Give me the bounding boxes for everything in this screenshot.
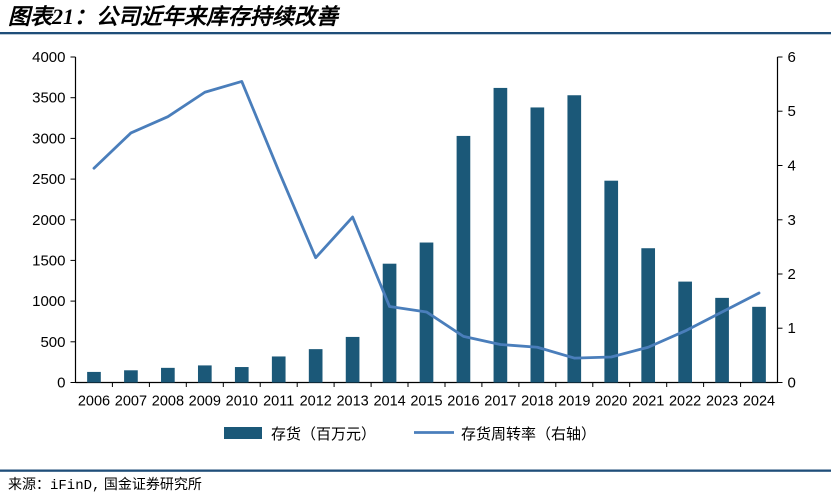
svg-text:2006: 2006 [78,394,110,410]
svg-text:存货（百万元）: 存货（百万元） [271,426,376,443]
svg-text:1000: 1000 [32,293,65,310]
svg-text:3: 3 [788,212,796,229]
svg-text:2016: 2016 [447,394,479,410]
svg-text:来源：iFinD, 国金证券研究所: 来源：iFinD, 国金证券研究所 [8,477,202,494]
svg-text:2017: 2017 [484,394,516,410]
svg-text:2009: 2009 [189,394,221,410]
svg-text:4: 4 [788,158,796,175]
svg-text:1: 1 [788,320,796,337]
svg-text:2000: 2000 [32,212,65,229]
svg-text:3000: 3000 [32,130,65,147]
svg-text:3500: 3500 [32,90,65,107]
svg-text:2013: 2013 [336,394,368,410]
svg-text:2011: 2011 [263,394,294,410]
svg-text:2019: 2019 [558,394,590,410]
svg-text:4000: 4000 [32,49,65,66]
svg-text:2008: 2008 [152,394,184,410]
svg-text:500: 500 [40,334,65,351]
svg-text:2015: 2015 [410,394,442,410]
svg-text:2018: 2018 [521,394,553,410]
svg-text:2014: 2014 [373,394,405,410]
svg-text:2021: 2021 [632,394,664,410]
svg-text:5: 5 [788,103,796,120]
svg-text:图表21：公司近年来库存持续改善: 图表21：公司近年来库存持续改善 [8,4,341,29]
svg-text:6: 6 [788,49,796,66]
svg-text:2010: 2010 [226,394,258,410]
svg-text:2020: 2020 [595,394,627,410]
svg-text:2024: 2024 [743,394,775,410]
svg-text:2022: 2022 [669,394,701,410]
svg-text:0: 0 [57,375,65,392]
svg-text:2: 2 [788,266,796,283]
svg-text:2012: 2012 [300,394,332,410]
svg-text:存货周转率（右轴）: 存货周转率（右轴） [461,426,596,443]
svg-text:2500: 2500 [32,171,65,188]
svg-text:0: 0 [788,375,796,392]
svg-text:2023: 2023 [706,394,738,410]
svg-text:1500: 1500 [32,252,65,269]
svg-text:2007: 2007 [115,394,147,410]
